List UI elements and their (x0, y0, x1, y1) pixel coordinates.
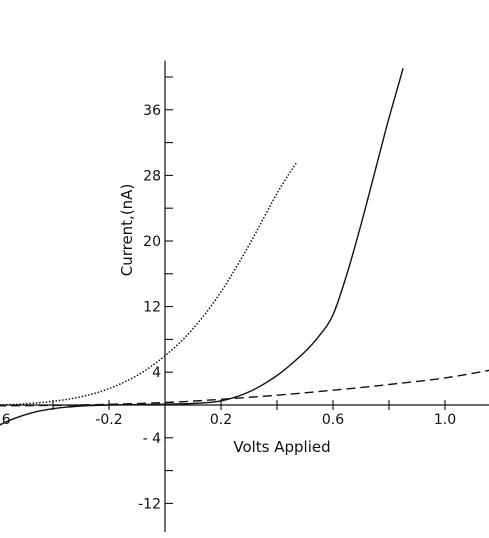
x-tick-label: -0.2 (95, 412, 122, 428)
series-line-dashed (0, 369, 489, 407)
x-axis-title: Volts Applied (233, 438, 330, 456)
y-tick-label: 36 (143, 103, 161, 119)
series-line-solid (0, 68, 404, 426)
curves (0, 68, 489, 426)
y-tick-label: -12 (138, 496, 161, 512)
y-tick-label: 4 (152, 365, 161, 381)
x-tick-label: 1.0 (434, 412, 456, 428)
axes (0, 60, 489, 533)
y-tick-label: 20 (143, 234, 161, 250)
y-axis-title: Current,(nA) (118, 184, 136, 277)
tick-labels: -0.6-0.20.20.61.01.4362820124- 4-12 (0, 103, 456, 513)
x-tick-label: 0.6 (322, 412, 344, 428)
y-tick-label: - 4 (143, 431, 162, 447)
y-tick-label: 12 (143, 300, 161, 316)
ticks (52, 76, 446, 504)
y-tick-label: 28 (143, 168, 161, 184)
x-tick-label: -0.6 (0, 412, 11, 428)
x-tick-label: 0.2 (210, 412, 232, 428)
series-line-dotted (0, 161, 298, 406)
